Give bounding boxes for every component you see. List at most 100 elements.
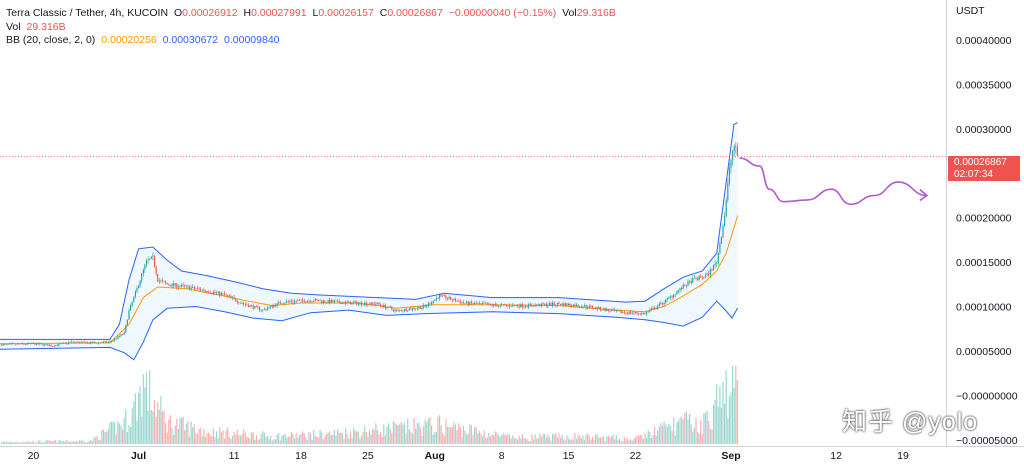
volume-bar	[532, 439, 535, 444]
candle-body	[650, 308, 652, 311]
candle-body	[136, 288, 138, 292]
candle-body	[496, 305, 498, 307]
volume-bar	[5, 441, 7, 444]
volume-bar	[512, 435, 514, 444]
volume-bar	[270, 436, 272, 444]
candle-body	[676, 291, 678, 295]
candle-body	[733, 146, 735, 152]
candle-body	[518, 306, 520, 308]
volume-bar	[292, 433, 294, 444]
volume-bar	[370, 434, 372, 444]
candle-body	[703, 277, 705, 278]
candle-body	[736, 146, 738, 156]
candle-body	[450, 297, 452, 300]
candle-body	[478, 303, 480, 304]
legend-symbol[interactable]: Terra Classic / Tether, 4h, KUCOIN	[6, 7, 169, 19]
candle-body	[523, 306, 525, 308]
candle-body	[553, 302, 555, 305]
volume-bar	[415, 428, 417, 444]
volume-bar	[239, 435, 242, 444]
volume-bar	[674, 435, 676, 444]
x-tick-label: Aug	[425, 450, 445, 462]
volume-bar	[101, 430, 103, 444]
volume-bar	[98, 440, 100, 444]
watermark: 知乎 @yolo	[842, 408, 979, 436]
volume-bar	[572, 439, 574, 444]
candle-body	[419, 307, 421, 309]
volume-bar	[652, 434, 654, 444]
candle-body	[475, 303, 477, 304]
candle-body	[392, 309, 394, 311]
volume-bar	[63, 440, 65, 444]
candle-body	[239, 303, 242, 304]
volume-bar	[300, 433, 302, 444]
volume-bar	[727, 418, 729, 444]
candle-body	[133, 296, 135, 302]
volume-bar	[571, 439, 573, 444]
candle-body	[550, 303, 552, 306]
volume-bar	[12, 442, 14, 444]
volume-bar	[375, 423, 377, 444]
candle-body	[593, 308, 595, 309]
candle-body	[32, 343, 34, 344]
candle-body	[40, 343, 42, 345]
candle-body	[104, 341, 106, 342]
candle-body	[327, 300, 329, 303]
candle-body	[405, 309, 407, 311]
x-tick-label: 15	[563, 450, 575, 462]
legend-ohlc: Terra Classic / Tether, 4h, KUCOIN O0.00…	[6, 6, 619, 20]
volume-bar	[367, 436, 369, 444]
candle-body	[451, 299, 453, 301]
candle-body	[443, 295, 445, 296]
candle-body	[437, 298, 439, 299]
volume-bar	[482, 436, 484, 444]
volume-bar	[469, 424, 471, 444]
volume-bar	[249, 438, 251, 444]
candle-body	[295, 301, 297, 302]
candle-body	[125, 324, 127, 333]
volume-bar	[32, 440, 34, 444]
candle-body	[639, 313, 641, 315]
candle-body	[161, 280, 163, 282]
price-candles	[1, 142, 738, 348]
candle-body	[569, 304, 571, 306]
volume-bar	[553, 434, 555, 444]
candle-body	[313, 301, 315, 302]
candle-body	[93, 342, 95, 343]
volume-bar	[496, 432, 498, 444]
volume-bar	[150, 410, 152, 444]
candle-body	[373, 303, 375, 305]
legend-bb-label[interactable]: BB (20, close, 2, 0)	[6, 34, 96, 46]
volume-bar	[329, 431, 331, 444]
volume-bar	[93, 436, 95, 444]
candle-body	[118, 336, 120, 337]
volume-bar	[518, 436, 520, 444]
candle-body	[532, 306, 535, 307]
candle-body	[568, 304, 570, 306]
volume-bar	[157, 402, 159, 444]
volume-bar	[263, 432, 265, 444]
candle-body	[669, 296, 672, 298]
candle-body	[83, 341, 85, 343]
candle-body	[647, 311, 649, 313]
candle-body	[732, 151, 734, 161]
legend-vol-label[interactable]: Vol	[6, 21, 21, 33]
candle-body	[429, 303, 431, 305]
candle-body	[464, 303, 466, 304]
candle-body	[10, 343, 12, 345]
candle-body	[671, 296, 673, 298]
volume-bar	[384, 435, 386, 444]
volume-bar	[15, 441, 17, 444]
volume-bar	[45, 440, 47, 444]
volume-bar	[736, 380, 738, 444]
volume-bar	[601, 437, 603, 444]
candle-body	[611, 310, 613, 312]
candle-body	[343, 302, 345, 304]
candle-body	[155, 266, 157, 274]
candle-body	[302, 299, 304, 301]
candle-body	[712, 265, 715, 271]
volume-bar	[539, 433, 541, 444]
volume-bar	[668, 423, 670, 444]
volume-bar	[661, 425, 664, 444]
